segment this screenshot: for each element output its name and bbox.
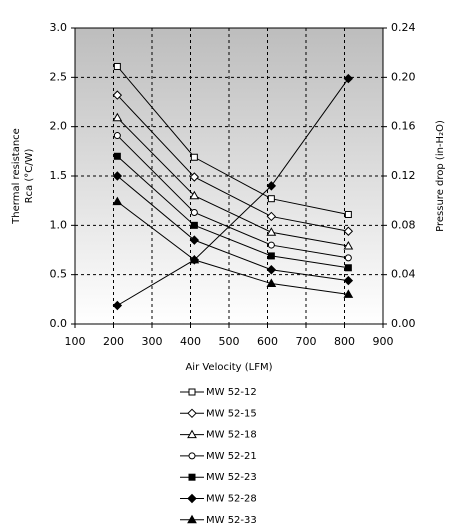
series-line [116, 66, 349, 215]
legend-marker [188, 388, 196, 396]
y-tick-label: 3.0 [50, 21, 68, 34]
legend-marker [188, 452, 196, 460]
marker [266, 265, 277, 275]
y-tick-label: 2.0 [50, 120, 68, 133]
legend-label: MW 52-12 [206, 387, 257, 398]
y2-tick-label: 0.20 [391, 70, 416, 83]
legend-label: MW 52-18 [206, 430, 257, 441]
y-axis-label: Rca (°C/W) [24, 149, 35, 204]
series-line [116, 94, 349, 232]
legend-label: MW 52-15 [206, 408, 257, 419]
y-tick-label: 0.0 [50, 317, 68, 330]
legend-label: MW 52-23 [206, 472, 257, 483]
series-line [117, 78, 349, 306]
marker [267, 252, 275, 260]
y2-axis-label: Pressure drop (in-H₂O) [435, 120, 446, 232]
legend-label: MW 52-21 [206, 451, 257, 462]
marker [343, 289, 354, 298]
legend-marker [188, 473, 196, 481]
marker [266, 227, 277, 236]
legend-marker [187, 493, 197, 504]
marker [343, 226, 354, 236]
series-line [117, 201, 349, 295]
y-tick-label: 1.0 [50, 218, 68, 231]
x-tick-label: 200 [103, 335, 124, 348]
x-tick-label: 700 [296, 335, 317, 348]
marker [113, 132, 121, 140]
marker [112, 300, 123, 311]
x-tick-label: 600 [257, 335, 278, 348]
series-line [117, 155, 349, 269]
series-line [116, 135, 349, 259]
legend-label: MW 52-28 [206, 494, 257, 505]
marker [343, 275, 354, 286]
marker [189, 235, 200, 245]
marker [190, 153, 198, 161]
marker [267, 195, 275, 203]
x-tick-label: 400 [180, 335, 201, 348]
marker [112, 171, 123, 181]
legend-marker [187, 429, 197, 439]
marker [189, 190, 200, 200]
legend-label: MW 52-33 [206, 515, 257, 526]
marker [190, 209, 198, 217]
series-line [117, 175, 349, 282]
marker [112, 112, 123, 122]
marker [190, 221, 198, 229]
marker [113, 62, 121, 70]
legend-marker [187, 408, 197, 419]
marker [343, 73, 354, 84]
y2-tick-label: 0.12 [391, 169, 416, 182]
x-tick-label: 900 [373, 335, 394, 348]
marker [112, 196, 123, 206]
y2-tick-label: 0.24 [391, 21, 416, 34]
marker [112, 90, 123, 100]
marker [343, 241, 354, 250]
y-tick-label: 1.5 [50, 169, 68, 182]
y2-tick-label: 0.16 [391, 120, 416, 133]
series-line [116, 117, 349, 247]
x-tick-label: 100 [65, 335, 86, 348]
marker [266, 211, 277, 222]
marker [266, 278, 277, 288]
y-axis-label: Thermal resistance [11, 128, 22, 225]
marker [267, 241, 275, 249]
y2-tick-label: 0.00 [391, 317, 416, 330]
marker [344, 254, 352, 262]
y2-tick-label: 0.08 [391, 218, 416, 231]
x-tick-label: 500 [219, 335, 240, 348]
marker [344, 210, 352, 218]
x-axis-label: Air Velocity (LFM) [185, 362, 272, 373]
y2-tick-label: 0.04 [391, 268, 416, 281]
marker [113, 152, 121, 160]
marker [344, 264, 352, 272]
legend-marker [187, 514, 197, 524]
marker [266, 181, 277, 191]
marker [189, 255, 200, 265]
marker [189, 172, 200, 182]
y-tick-label: 2.5 [50, 70, 68, 83]
y-tick-label: 0.5 [50, 268, 68, 281]
x-tick-label: 800 [334, 335, 355, 348]
x-tick-label: 300 [142, 335, 163, 348]
